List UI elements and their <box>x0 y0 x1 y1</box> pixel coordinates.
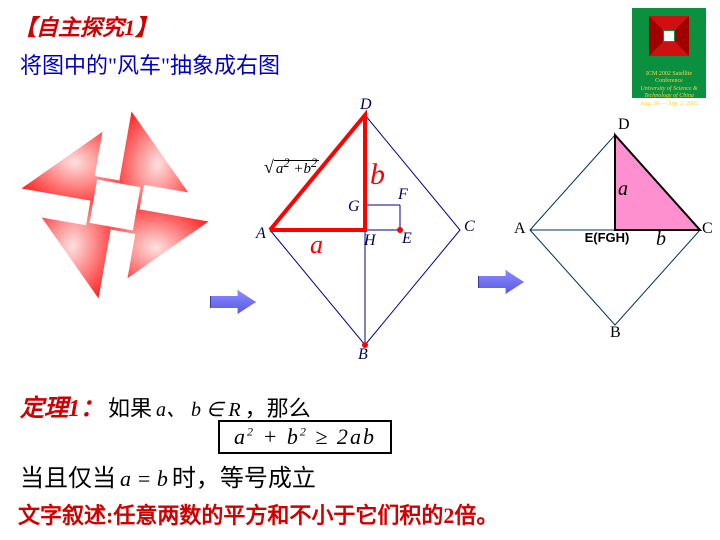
conclusion-text: 文字叙述:任意两数的平方和不小于它们积的2倍。 <box>18 498 498 530</box>
label-D: D <box>360 96 372 114</box>
label3-A: A <box>514 220 526 238</box>
label-E: E <box>402 230 412 248</box>
logo-text-2: University of Science & Technology of Ch… <box>632 86 706 99</box>
theorem-vars: a、 b ∈ R <box>156 399 241 421</box>
theorem-line: 定理1： 如果 a、 b ∈ R ，那么 <box>20 388 700 423</box>
theorem-text-1: 如果 <box>108 396 152 421</box>
logo-pinwheel-icon <box>632 8 706 64</box>
label3-D: D <box>618 116 630 134</box>
label3-a: a <box>618 178 628 201</box>
label3-C: C <box>702 220 713 238</box>
diagram-pinwheel <box>10 100 220 310</box>
arrow-icon <box>478 270 524 294</box>
label-hypotenuse: √a2 +b2 <box>264 156 319 178</box>
diagram-square-abcd: A B C D E F G H a b √a2 +b2 <box>250 100 480 360</box>
condition-line: 当且仅当 a = b 时，等号成立 <box>20 458 316 493</box>
cond-1: 当且仅当 <box>20 466 116 492</box>
theorem-text-2: ，那么 <box>245 396 311 421</box>
label-F: F <box>398 186 408 204</box>
diagram-triangle: A B C D E(FGH) a b <box>520 120 710 340</box>
label3-E: E(FGH) <box>582 231 632 244</box>
page-title: 【自主探究1】 <box>14 10 157 42</box>
label3-b: b <box>656 228 666 251</box>
label-G: G <box>348 198 360 216</box>
formula-box: a2 + b2 ≥ 2ab <box>218 420 392 454</box>
label-A: A <box>256 225 266 243</box>
logo-text-1: ICM 2002 Satellite Conference <box>632 71 706 84</box>
label-a: a <box>310 230 323 260</box>
theorem-label: 定理1： <box>20 396 104 422</box>
conference-logo: ICM 2002 Satellite Conference University… <box>632 8 706 98</box>
label-H: H <box>364 232 376 250</box>
label-C: C <box>464 218 475 236</box>
logo-text-3: Aug. 30 — Sep. 2, 2002 <box>632 101 706 108</box>
cond-eq: a = b <box>120 466 168 491</box>
label3-B: B <box>610 324 621 342</box>
label-B: B <box>358 346 368 364</box>
formula: a2 + b2 ≥ 2ab <box>218 420 392 454</box>
page-subtitle: 将图中的"风车"抽象成右图 <box>20 48 280 80</box>
label-b: b <box>370 158 385 192</box>
cond-2: 时，等号成立 <box>172 466 316 492</box>
